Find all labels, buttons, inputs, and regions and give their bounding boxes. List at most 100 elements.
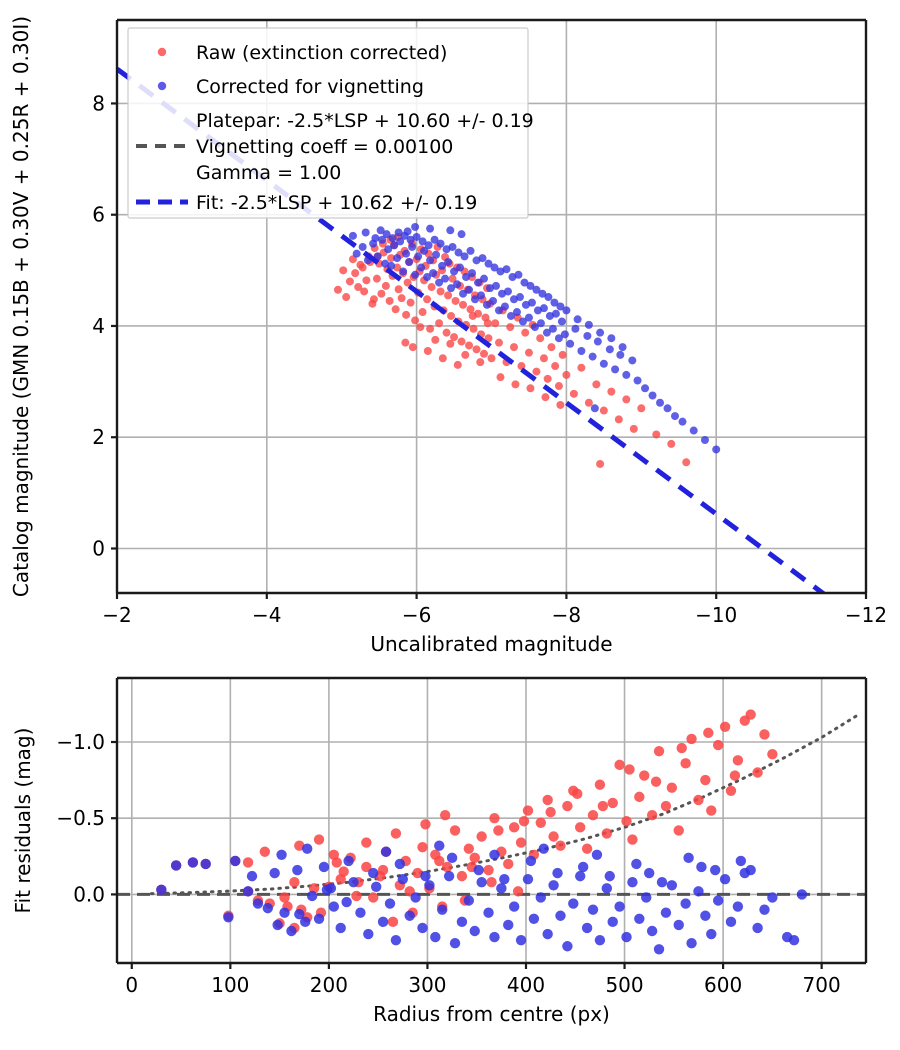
x-tick-label: −8 — [552, 603, 581, 627]
y-tick-label: −1.0 — [56, 730, 105, 754]
data-point — [524, 313, 533, 322]
data-point — [378, 235, 387, 244]
data-point — [587, 904, 599, 915]
data-point — [459, 289, 468, 298]
data-point — [170, 860, 182, 871]
data-point — [548, 831, 559, 842]
data-point — [503, 858, 514, 870]
data-point — [252, 898, 264, 909]
data-point — [460, 252, 469, 261]
data-point — [437, 904, 448, 915]
data-point — [450, 333, 459, 342]
legend-label: Fit: -2.5*LSP + 10.62 +/- 0.19 — [196, 192, 477, 214]
data-point — [489, 849, 500, 860]
data-point — [729, 770, 741, 781]
data-point — [410, 892, 421, 903]
data-point — [348, 231, 357, 240]
y-tick-label: 6 — [92, 203, 105, 227]
data-point — [596, 459, 605, 468]
data-point — [489, 813, 500, 824]
data-point — [551, 309, 560, 318]
data-point — [536, 319, 545, 328]
data-point — [384, 245, 393, 254]
series-corrected-for-vignetting — [156, 840, 808, 955]
data-point — [643, 867, 655, 879]
data-point — [443, 870, 455, 882]
data-point — [483, 864, 494, 876]
data-point — [493, 825, 504, 836]
data-point — [390, 934, 402, 946]
data-point — [621, 931, 632, 943]
data-point — [656, 398, 665, 407]
data-point — [555, 910, 566, 921]
data-point — [200, 858, 211, 870]
data-point — [444, 291, 453, 300]
data-point — [394, 228, 403, 237]
data-point — [335, 922, 346, 934]
data-point — [294, 909, 305, 920]
data-point — [660, 907, 672, 918]
data-point — [518, 317, 527, 326]
data-point — [530, 323, 539, 332]
data-point — [676, 742, 687, 754]
data-point — [556, 302, 565, 311]
data-point — [575, 870, 586, 882]
data-point — [449, 937, 461, 949]
data-point — [412, 867, 423, 879]
data-point — [456, 263, 465, 272]
data-point — [483, 300, 492, 309]
data-point — [596, 328, 605, 337]
data-point — [436, 287, 445, 296]
data-point — [660, 800, 672, 812]
data-point — [725, 785, 737, 796]
data-point — [411, 222, 420, 231]
data-point — [532, 285, 541, 294]
data-point — [712, 445, 721, 454]
data-point — [500, 302, 509, 311]
data-point — [377, 289, 386, 298]
y-tick-label: 8 — [92, 91, 105, 115]
data-point — [593, 337, 602, 346]
data-point — [476, 831, 487, 842]
data-point — [391, 305, 400, 314]
data-point — [335, 873, 346, 885]
data-point — [605, 345, 614, 354]
data-point — [420, 870, 431, 882]
data-point — [556, 400, 565, 409]
data-point — [506, 323, 515, 332]
data-point — [666, 782, 678, 793]
data-point — [418, 308, 427, 317]
data-point — [627, 834, 638, 845]
data-point — [528, 913, 540, 924]
data-point — [639, 770, 650, 781]
data-point — [641, 892, 652, 903]
data-point — [542, 328, 551, 337]
data-point — [444, 258, 453, 266]
data-point — [294, 840, 305, 851]
data-point — [526, 384, 535, 393]
data-point — [439, 809, 451, 821]
data-point — [732, 755, 744, 766]
data-point — [648, 391, 657, 400]
data-point — [788, 934, 800, 946]
data-point — [627, 877, 638, 888]
data-point — [423, 295, 432, 304]
data-point — [424, 880, 435, 891]
data-point — [604, 870, 615, 882]
data-point — [306, 890, 318, 902]
data-point — [525, 855, 537, 867]
data-point — [577, 861, 589, 873]
data-point — [634, 913, 645, 924]
data-point — [796, 889, 808, 900]
y-tick-label: 4 — [92, 314, 105, 338]
data-point — [584, 320, 593, 329]
data-point — [622, 370, 631, 379]
data-point — [712, 739, 724, 751]
data-point — [554, 382, 563, 391]
data-point — [521, 328, 530, 337]
data-point — [601, 828, 613, 839]
data-point — [652, 430, 661, 439]
data-point — [547, 343, 556, 352]
data-point — [558, 350, 567, 359]
data-point — [403, 278, 412, 287]
